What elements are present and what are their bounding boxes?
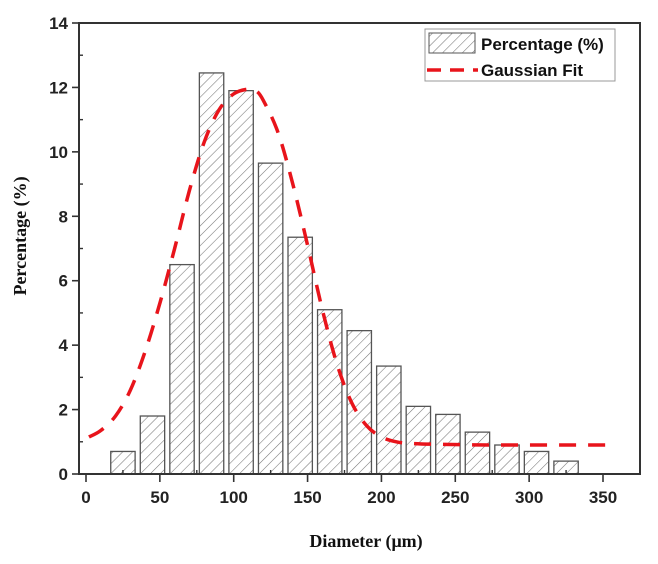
x-tick-label: 200	[367, 488, 395, 507]
y-tick-label: 12	[49, 78, 68, 97]
x-tick-label: 300	[515, 488, 543, 507]
ticks-group	[72, 22, 641, 482]
gaussian-fit-group	[88, 87, 611, 447]
gaussian-fit-line	[88, 87, 611, 447]
histogram-bar	[257, 162, 284, 475]
histogram-bar	[228, 90, 254, 475]
histogram-bar	[198, 72, 225, 475]
x-tick-label: 350	[589, 488, 617, 507]
y-tick-label: 10	[49, 143, 68, 162]
y-tick-label: 6	[59, 272, 68, 291]
y-axis-title: Percentage (%)	[10, 176, 31, 295]
histogram-bar	[169, 263, 195, 475]
y-tick-label: 2	[59, 401, 68, 420]
histogram-bar	[375, 365, 402, 475]
legend-label-percentage: Percentage (%)	[481, 35, 604, 54]
legend: Percentage (%) Gaussian Fit	[424, 28, 616, 82]
x-tick-label: 50	[150, 488, 169, 507]
histogram-bar	[464, 431, 491, 475]
x-axis-title: Diameter (μm)	[309, 531, 422, 552]
histogram-bar	[287, 236, 314, 475]
x-tick-label: 250	[441, 488, 469, 507]
histogram-bar	[523, 450, 550, 475]
histogram-bar	[316, 309, 343, 475]
y-tick-label: 0	[59, 465, 68, 484]
x-tick-label: 150	[293, 488, 321, 507]
x-tick-label: 0	[81, 488, 90, 507]
histogram-bar	[405, 405, 432, 475]
y-tick-label: 8	[59, 207, 68, 226]
histogram-bar	[494, 444, 520, 475]
bars-group	[110, 72, 579, 475]
x-tick-label: 100	[220, 488, 248, 507]
legend-label-gaussian-fit: Gaussian Fit	[481, 61, 583, 80]
y-tick-label: 4	[59, 336, 69, 355]
legend-swatch-percentage	[428, 32, 476, 54]
histogram-bar	[139, 415, 166, 475]
y-tick-label: 14	[49, 14, 68, 33]
tick-labels-group: 0 2 4 6 8 10 12 14 0 50 100 150 200 250 300 350	[49, 14, 617, 507]
